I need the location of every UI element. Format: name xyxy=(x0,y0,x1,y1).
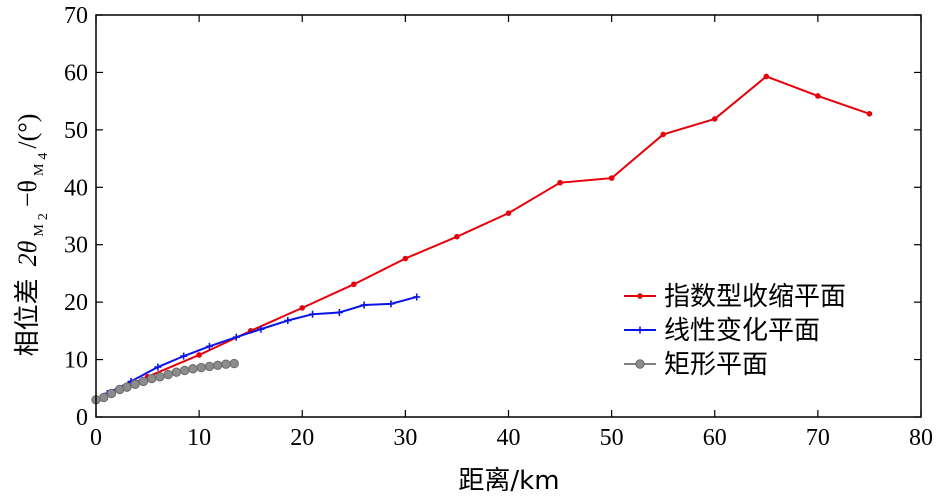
y-axis-title-sub2: M xyxy=(32,163,47,176)
data-point xyxy=(196,352,202,358)
data-point xyxy=(413,293,421,301)
data-point xyxy=(146,373,157,384)
legend-marker xyxy=(636,326,644,334)
data-point xyxy=(163,369,173,380)
data-point xyxy=(205,342,213,350)
x-tick-label: 50 xyxy=(600,425,624,451)
data-point xyxy=(505,210,512,216)
data-point xyxy=(360,301,368,309)
data-point xyxy=(232,333,240,341)
y-tick-label: 30 xyxy=(64,233,88,259)
data-point xyxy=(171,367,182,377)
data-point xyxy=(138,376,149,387)
y-axis-title-prefix: 相位差 xyxy=(13,278,43,356)
y-axis-title-sub1-index: 2 xyxy=(36,213,51,220)
plot-layer xyxy=(91,73,873,405)
legend-label: 线性变化平面 xyxy=(664,316,820,346)
series-1 xyxy=(93,73,873,403)
data-point xyxy=(188,364,198,374)
x-tick-label: 10 xyxy=(187,425,211,451)
data-point xyxy=(454,233,460,240)
x-tick-label: 60 xyxy=(703,425,727,451)
series-2 xyxy=(92,293,421,404)
data-point xyxy=(284,317,292,325)
data-point xyxy=(229,358,239,369)
y-tick-label: 50 xyxy=(64,118,88,144)
series-line xyxy=(95,75,870,401)
data-point xyxy=(212,360,223,371)
data-point xyxy=(351,281,357,288)
data-point xyxy=(130,379,140,389)
data-point xyxy=(660,131,666,138)
x-tick-label: 20 xyxy=(290,425,314,451)
y-tick-label: 0 xyxy=(76,405,88,431)
data-point xyxy=(387,300,395,308)
x-tick-label: 40 xyxy=(497,425,521,451)
y-tick-label: 20 xyxy=(64,290,88,316)
data-point xyxy=(204,361,215,372)
axes-layer: 0 10 20 30 40 50 60 70 80 0 10 20 30 40 50 60 70 xyxy=(64,3,933,451)
data-point xyxy=(608,175,615,181)
legend-label: 指数型收缩平面 xyxy=(664,282,846,312)
data-point xyxy=(257,325,265,333)
legend-entry: 指数型收缩平面 xyxy=(624,282,846,312)
data-point xyxy=(815,93,821,99)
x-tick-label: 80 xyxy=(909,425,933,451)
data-point xyxy=(106,388,117,399)
data-point xyxy=(711,116,718,122)
y-axis-title-sub2-index: 4 xyxy=(36,153,51,160)
data-point xyxy=(335,308,343,316)
legend-label: 矩形平面 xyxy=(664,350,768,380)
data-point xyxy=(99,392,109,403)
y-axis-title-main: 2θ xyxy=(13,240,42,266)
legend-marker xyxy=(635,359,645,369)
y-axis-title: 相位差 2θ M 2 −θ M 4 /(°) xyxy=(13,114,51,357)
data-point xyxy=(309,310,317,318)
data-point xyxy=(154,363,162,371)
data-point xyxy=(155,372,165,382)
data-point xyxy=(557,179,563,186)
data-point xyxy=(866,110,873,117)
data-point xyxy=(179,365,190,376)
y-axis-title-sub1: M xyxy=(32,224,47,237)
data-point xyxy=(196,362,206,373)
data-point xyxy=(180,352,188,360)
x-tick-label: 30 xyxy=(393,425,417,451)
x-tick-label: 0 xyxy=(90,425,102,451)
data-point xyxy=(299,305,306,311)
data-point xyxy=(122,382,132,392)
y-tick-label: 70 xyxy=(64,3,88,29)
y-tick-label: 10 xyxy=(64,348,88,374)
y-tick-label: 40 xyxy=(64,175,88,201)
legend-entry: 线性变化平面 xyxy=(624,316,820,346)
data-point xyxy=(402,255,409,262)
data-point xyxy=(763,73,770,80)
legend-marker xyxy=(637,293,643,299)
x-tick-label: 70 xyxy=(806,425,830,451)
plot-frame xyxy=(95,14,922,418)
legend-entry: 矩形平面 xyxy=(624,350,768,380)
y-tick-label: 60 xyxy=(64,60,88,86)
series-line xyxy=(95,296,417,401)
y-axis-title-unit: /(°) xyxy=(13,114,42,149)
series-3 xyxy=(91,358,239,405)
data-point xyxy=(221,359,231,369)
y-axis-title-minus: −θ xyxy=(13,180,42,207)
x-axis-title: 距离/km xyxy=(458,466,559,496)
